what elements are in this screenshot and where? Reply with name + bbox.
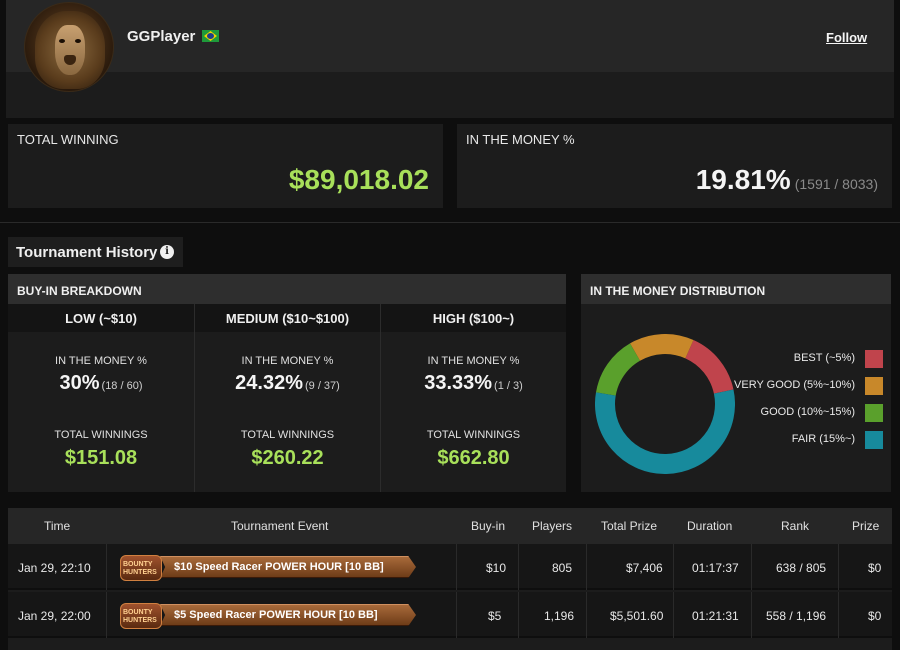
- buyin-breakdown-panel: LOW (~$10) IN THE MONEY % 30% (18 / 60) T…: [8, 304, 566, 492]
- legend-label: VERY GOOD (5%~10%): [734, 379, 855, 391]
- cell-event: $5 Speed Racer POWER HOUR [10 BB]: [174, 609, 378, 621]
- lion-face: [55, 25, 85, 75]
- itm-distribution-panel: BEST (~5%) VERY GOOD (5%~10%) GOOD (10%~…: [581, 304, 891, 492]
- winnings-value: $662.80: [437, 447, 510, 469]
- winnings-value: $260.22: [251, 447, 324, 469]
- buyin-column-medium: MEDIUM ($10~$100) IN THE MONEY % 24.32%(…: [194, 304, 380, 492]
- total-winning-value: $89,018.02: [288, 164, 429, 195]
- itm-percent: 33.33%: [424, 372, 493, 394]
- total-winning-card: TOTAL WINNING $89,018.02: [8, 124, 443, 208]
- col-header-time[interactable]: Time: [44, 519, 71, 533]
- profile-banner: [6, 0, 894, 72]
- cell-event: $10 Speed Racer POWER HOUR [10 BB]: [174, 561, 384, 573]
- col-header-players[interactable]: Players: [532, 519, 573, 533]
- winnings-label: TOTAL WINNINGS: [240, 429, 335, 441]
- cell-prize: $0: [868, 561, 882, 575]
- donut-slice-very[interactable]: [630, 334, 694, 361]
- donut-slice-fair[interactable]: [595, 389, 735, 474]
- legend-item-very-good: VERY GOOD (5%~10%): [703, 377, 883, 395]
- itm-donut-chart: [595, 334, 735, 474]
- event-banner[interactable]: BOUNTY HUNTERS $10 Speed Racer POWER HOU…: [120, 553, 416, 581]
- legend-swatch: [865, 431, 883, 449]
- lion-eye: [75, 39, 81, 43]
- buyin-column-head: MEDIUM ($10~$100): [195, 304, 380, 332]
- winnings-value: $151.08: [64, 447, 138, 469]
- cell-players: 805: [552, 561, 573, 575]
- itm-detail: (9 / 37): [304, 380, 340, 392]
- lion-nose: [64, 55, 76, 65]
- winnings-label: TOTAL WINNINGS: [426, 429, 521, 441]
- legend-label: BEST (~5%): [793, 352, 855, 364]
- col-header-rank[interactable]: Rank: [781, 519, 810, 533]
- legend-item-best: BEST (~5%): [703, 350, 883, 368]
- legend-swatch: [865, 350, 883, 368]
- buyin-column-high: HIGH ($100~) IN THE MONEY % 33.33% (1 / 3…: [380, 304, 566, 492]
- itm-detail: (18 / 60): [101, 380, 143, 392]
- table-row[interactable]: Jan 29, 22:00 BOUNTY HUNTERS $5 Speed Ra…: [8, 592, 892, 638]
- bounty-hunters-logo: BOUNTY HUNTERS: [120, 555, 162, 581]
- legend-swatch: [865, 377, 883, 395]
- brazil-flag-icon: [202, 30, 219, 42]
- section-divider: [0, 222, 900, 223]
- itm-percent: 24.32%: [235, 372, 303, 394]
- legend-swatch: [865, 404, 883, 422]
- total-winning-label: TOTAL WINNING: [17, 132, 119, 147]
- itm-detail: (1 / 3): [494, 380, 523, 392]
- winnings-label: TOTAL WINNINGS: [54, 429, 148, 441]
- cell-rank: 638 / 805: [776, 561, 827, 575]
- itm-percent-wrap: 30% (18 / 60): [8, 372, 194, 395]
- event-banner[interactable]: BOUNTY HUNTERS $5 Speed Racer POWER HOUR…: [120, 601, 416, 629]
- cell-buyin: $5: [488, 609, 502, 623]
- cell-buyin: $10: [486, 561, 507, 575]
- tournament-table: Time Tournament Event Buy-in Players Tot…: [8, 508, 892, 650]
- itm-label: IN THE MONEY %: [55, 355, 147, 367]
- col-header-prize[interactable]: Prize: [852, 519, 880, 533]
- itm-percent-wrap: 33.33% (1 / 3): [381, 372, 566, 395]
- avatar[interactable]: [24, 2, 114, 92]
- cell-total-prize: $7,406: [626, 561, 663, 575]
- legend-label: FAIR (15%~): [791, 433, 855, 445]
- buyin-column-low: LOW (~$10) IN THE MONEY % 30% (18 / 60) T…: [8, 304, 194, 492]
- itm-value-wrap: 19.81% (1591 / 8033): [696, 164, 878, 196]
- cell-rank: 558 / 1,196: [766, 609, 827, 623]
- itm-card: IN THE MONEY % 19.81% (1591 / 8033): [457, 124, 892, 208]
- cell-prize: $0: [868, 609, 882, 623]
- cell-duration: 01:17:37: [692, 561, 739, 575]
- tab-tournament-history-label: Tournament History: [16, 244, 158, 261]
- itm-label: IN THE MONEY %: [427, 355, 520, 367]
- cell-time: Jan 29, 22:10: [18, 561, 91, 575]
- cell-total-prize: $5,501.60: [610, 609, 664, 623]
- buyin-column-head: LOW (~$10): [8, 304, 194, 332]
- buyin-column-head: HIGH ($100~): [381, 304, 566, 332]
- table-header: Time Tournament Event Buy-in Players Tot…: [8, 508, 892, 544]
- table-row[interactable]: Jan 29, 22:10 BOUNTY HUNTERS $10 Speed R…: [8, 544, 892, 590]
- buyin-breakdown-title: BUY-IN BREAKDOWN: [8, 274, 566, 304]
- itm-label: IN THE MONEY %: [241, 355, 334, 367]
- legend-item-fair: FAIR (15%~): [703, 431, 883, 449]
- cell-players: 1,196: [544, 609, 575, 623]
- col-header-total-prize[interactable]: Total Prize: [601, 519, 658, 533]
- legend-label: GOOD (10%~15%): [760, 406, 855, 418]
- itm-detail: (1591 / 8033): [794, 176, 878, 192]
- itm-percent-wrap: 24.32% (9 / 37): [195, 372, 380, 395]
- legend-item-good: GOOD (10%~15%): [703, 404, 883, 422]
- cell-duration: 01:21:31: [692, 609, 739, 623]
- itm-distribution-title: IN THE MONEY DISTRIBUTION: [581, 274, 891, 304]
- donut-slice-best[interactable]: [684, 340, 734, 395]
- profile-header: GGPlayer Follow: [6, 0, 894, 118]
- col-header-duration[interactable]: Duration: [687, 519, 733, 533]
- lion-eye: [59, 39, 65, 43]
- itm-value: 19.81%: [695, 164, 791, 195]
- donut-slice-good[interactable]: [595, 343, 641, 397]
- follow-link[interactable]: Follow: [826, 30, 868, 45]
- itm-percent: 30%: [59, 372, 100, 394]
- tab-tournament-history[interactable]: Tournament History i: [8, 237, 183, 267]
- bounty-hunters-logo: BOUNTY HUNTERS: [120, 603, 162, 629]
- itm-label: IN THE MONEY %: [466, 132, 575, 147]
- player-name: GGPlayer: [127, 28, 196, 45]
- info-icon[interactable]: i: [160, 245, 174, 259]
- cell-time: Jan 29, 22:00: [18, 609, 91, 623]
- col-header-event[interactable]: Tournament Event: [231, 519, 329, 533]
- col-header-buyin[interactable]: Buy-in: [471, 519, 506, 533]
